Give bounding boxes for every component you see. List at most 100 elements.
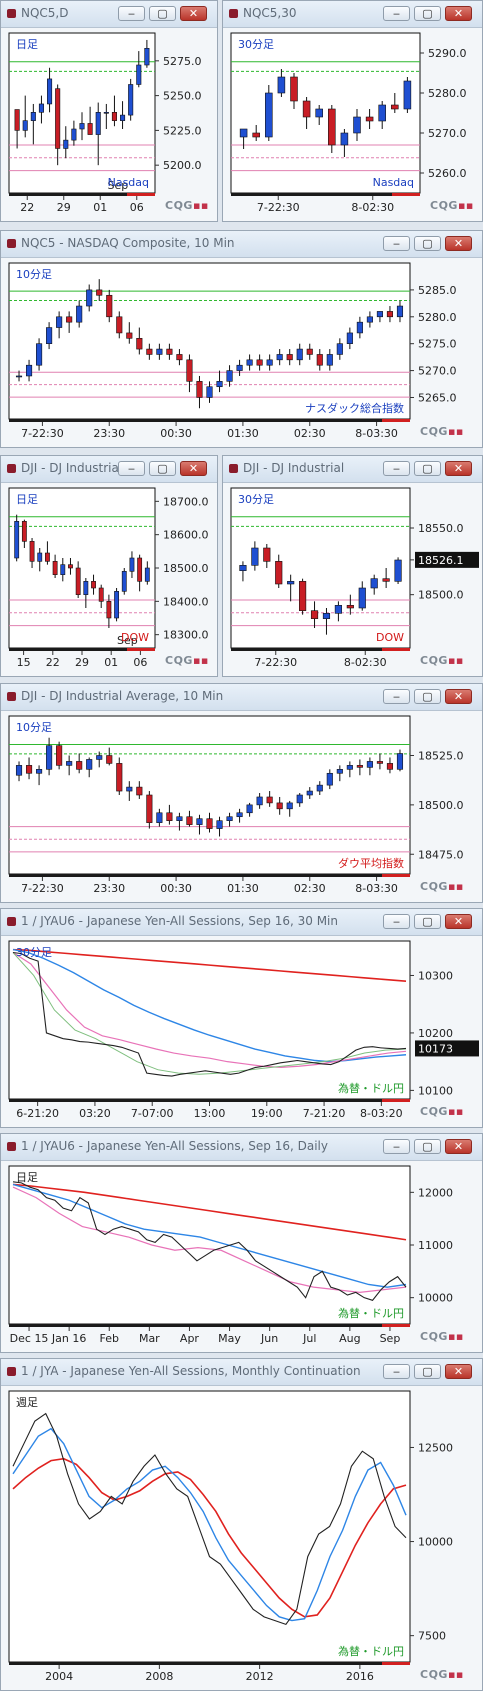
candle-body[interactable]	[98, 587, 104, 602]
candle-body[interactable]	[386, 763, 394, 770]
close-button[interactable]: ✕	[445, 461, 472, 476]
candle-body[interactable]	[216, 381, 223, 388]
maximize-button[interactable]: ▢	[414, 1139, 441, 1154]
minimize-button[interactable]: ‒	[383, 236, 410, 251]
maximize-button[interactable]: ▢	[414, 461, 441, 476]
candle-body[interactable]	[340, 132, 349, 146]
candle-body[interactable]	[146, 348, 153, 355]
title-bar[interactable]: 1 / JYA - Japanese Yen-All Sessions, Mon…	[1, 1359, 482, 1386]
minimize-button[interactable]: ‒	[383, 914, 410, 929]
candle-body[interactable]	[396, 753, 404, 770]
candle-body[interactable]	[111, 112, 117, 121]
minimize-button[interactable]: ‒	[383, 1139, 410, 1154]
candle-body[interactable]	[206, 386, 213, 398]
candle-body[interactable]	[356, 765, 363, 768]
candle-body[interactable]	[396, 305, 404, 318]
candle-body[interactable]	[144, 567, 150, 582]
candle-body[interactable]	[394, 559, 402, 582]
candle-body[interactable]	[226, 816, 233, 821]
candle-body[interactable]	[66, 761, 73, 766]
candle-body[interactable]	[286, 354, 293, 361]
candle-body[interactable]	[206, 818, 213, 829]
candle-body[interactable]	[370, 578, 378, 589]
candle-body[interactable]	[252, 132, 260, 138]
candle-body[interactable]	[60, 564, 66, 575]
candle-body[interactable]	[114, 591, 119, 619]
candle-body[interactable]	[86, 289, 93, 307]
candle-body[interactable]	[302, 100, 311, 118]
candle-body[interactable]	[346, 765, 353, 770]
candle-body[interactable]	[276, 354, 283, 361]
candle-body[interactable]	[106, 294, 113, 318]
candle-body[interactable]	[106, 601, 112, 619]
chart-window-yen-30min[interactable]: 1 / JYAU6 - Japanese Yen-All Sessions, S…	[0, 908, 483, 1128]
plot-area[interactable]	[230, 487, 411, 649]
candle-body[interactable]	[376, 311, 383, 318]
candle-body[interactable]	[256, 359, 263, 366]
title-bar[interactable]: DJI - DJ Industrial ‒ ▢ ✕	[1, 456, 217, 483]
candle-body[interactable]	[136, 338, 143, 350]
candle-body[interactable]	[46, 327, 53, 344]
candle-body[interactable]	[336, 769, 343, 774]
candle-body[interactable]	[106, 755, 113, 764]
chart-window-nasdaq-daily[interactable]: NQC5,D ‒ ▢ ✕ 5275.0 5250.0 5225.0 5200.0 22 29 01 0…	[0, 0, 218, 222]
candle-body[interactable]	[263, 547, 271, 562]
candle-body[interactable]	[52, 561, 58, 575]
candle-body[interactable]	[56, 316, 63, 328]
candle-body[interactable]	[316, 354, 323, 366]
close-button[interactable]: ✕	[445, 689, 472, 704]
candle-body[interactable]	[277, 76, 286, 94]
candle-body[interactable]	[275, 561, 283, 585]
candle-body[interactable]	[103, 112, 109, 114]
minimize-button[interactable]: ‒	[118, 6, 145, 21]
candle-body[interactable]	[306, 790, 313, 796]
candle-body[interactable]	[63, 139, 69, 149]
candle-body[interactable]	[353, 116, 361, 134]
candle-body[interactable]	[79, 123, 85, 130]
candle-body[interactable]	[322, 613, 331, 619]
plot-area[interactable]	[8, 940, 411, 1100]
candle-body[interactable]	[334, 605, 342, 614]
chart-svg[interactable]: 18550.0 18526.1 18500.0 7-22:30 8-02:30 30分足 D…	[223, 482, 482, 676]
candle-body[interactable]	[22, 120, 28, 131]
candle-body[interactable]	[156, 348, 163, 355]
candle-body[interactable]	[68, 564, 73, 569]
chart-svg[interactable]: 18525.0 18500.0 18475.0 7-22:30 23:30 00:30 01…	[1, 710, 482, 902]
candle-body[interactable]	[30, 112, 36, 121]
candle-body[interactable]	[378, 104, 386, 122]
candle-body[interactable]	[403, 80, 412, 110]
title-bar[interactable]: NQC5,30 ‒ ▢ ✕	[223, 1, 482, 28]
candle-body[interactable]	[246, 359, 253, 366]
maximize-button[interactable]: ▢	[414, 689, 441, 704]
candle-body[interactable]	[365, 116, 374, 122]
candle-body[interactable]	[287, 581, 295, 585]
candle-body[interactable]	[46, 745, 53, 770]
candle-body[interactable]	[47, 78, 53, 105]
chart-window-dow-10min[interactable]: DJI - DJ Industrial Average, 10 Min ‒ ▢ ✕ 18…	[0, 683, 483, 903]
candle-body[interactable]	[336, 343, 343, 355]
candle-body[interactable]	[176, 816, 183, 821]
plot-area[interactable]	[8, 1390, 411, 1663]
candle-body[interactable]	[226, 370, 233, 382]
title-bar[interactable]: DJI - DJ Industrial ‒ ▢ ✕	[223, 456, 482, 483]
candle-body[interactable]	[346, 605, 354, 609]
candle-body[interactable]	[246, 804, 253, 814]
maximize-button[interactable]: ▢	[414, 6, 441, 21]
candle-body[interactable]	[166, 348, 173, 355]
candle-body[interactable]	[128, 84, 134, 116]
chart-window-dow-30min[interactable]: DJI - DJ Industrial ‒ ▢ ✕ 18550.0 18526.1 1850…	[222, 455, 483, 677]
candle-body[interactable]	[346, 332, 353, 344]
minimize-button[interactable]: ‒	[383, 1364, 410, 1379]
candle-body[interactable]	[136, 64, 142, 85]
maximize-button[interactable]: ▢	[414, 914, 441, 929]
chart-window-nasdaq-10min[interactable]: NQC5 - NASDAQ Composite, 10 Min ‒ ▢ ✕ 5285.0…	[0, 230, 483, 448]
close-button[interactable]: ✕	[445, 1364, 472, 1379]
title-bar[interactable]: NQC5 - NASDAQ Composite, 10 Min ‒ ▢ ✕	[1, 231, 482, 258]
candle-body[interactable]	[296, 794, 303, 804]
candle-body[interactable]	[75, 567, 81, 595]
candle-body[interactable]	[83, 581, 89, 595]
plot-area[interactable]	[8, 1165, 411, 1325]
candle-body[interactable]	[38, 103, 44, 113]
candle-body[interactable]	[14, 521, 20, 559]
